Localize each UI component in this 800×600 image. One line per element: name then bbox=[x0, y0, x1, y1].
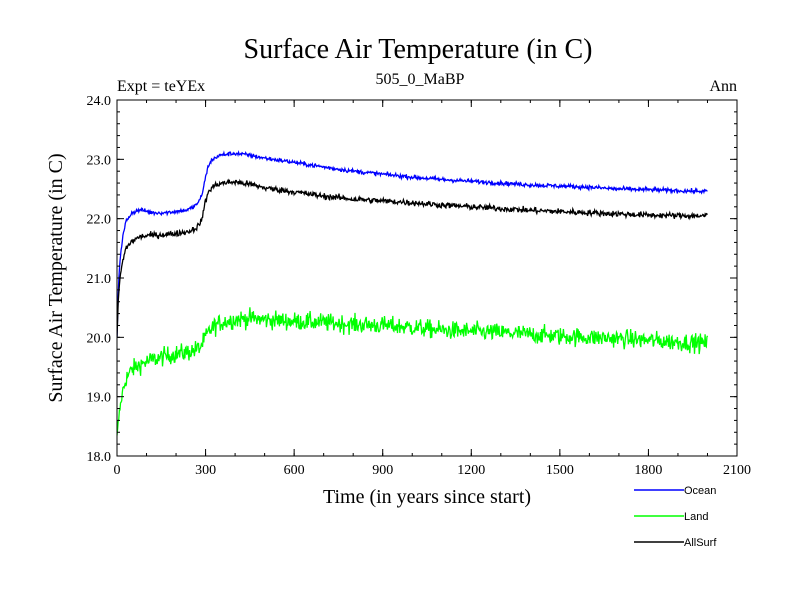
x-tick-label: 2100 bbox=[723, 463, 751, 478]
x-tick-label: 1500 bbox=[546, 463, 574, 478]
y-tick-label: 23.0 bbox=[87, 153, 112, 168]
x-tick-label: 1200 bbox=[457, 463, 485, 478]
y-tick-label: 19.0 bbox=[87, 391, 112, 406]
y-tick-label: 18.0 bbox=[87, 450, 112, 465]
y-tick-label: 21.0 bbox=[87, 272, 112, 287]
x-tick-label: 600 bbox=[284, 463, 305, 478]
x-tick-label: 1800 bbox=[634, 463, 662, 478]
series-line-land bbox=[117, 307, 709, 436]
x-tick-label: 0 bbox=[114, 463, 121, 478]
y-axis-label: Surface Air Temperature (in C) bbox=[45, 153, 67, 402]
legend-label-ocean: Ocean bbox=[684, 485, 716, 497]
legend-label-allsurf: AllSurf bbox=[684, 537, 717, 549]
y-tick-label: 20.0 bbox=[87, 331, 112, 346]
chart-title: Surface Air Temperature (in C) bbox=[244, 34, 593, 65]
experiment-label: Expt = teYEx bbox=[117, 78, 205, 95]
x-tick-label: 300 bbox=[195, 463, 216, 478]
season-label: Ann bbox=[709, 78, 737, 95]
y-tick-label: 24.0 bbox=[87, 94, 112, 109]
series-line-allsurf bbox=[117, 178, 708, 338]
x-tick-label: 900 bbox=[372, 463, 393, 478]
plot-frame bbox=[116, 99, 738, 457]
series-line-ocean bbox=[117, 150, 708, 337]
age-label: 505_0_MaBP bbox=[376, 71, 465, 88]
y-tick-label: 22.0 bbox=[87, 213, 112, 228]
legend-label-land: Land bbox=[684, 511, 708, 523]
x-axis-label: Time (in years since start) bbox=[323, 486, 531, 508]
